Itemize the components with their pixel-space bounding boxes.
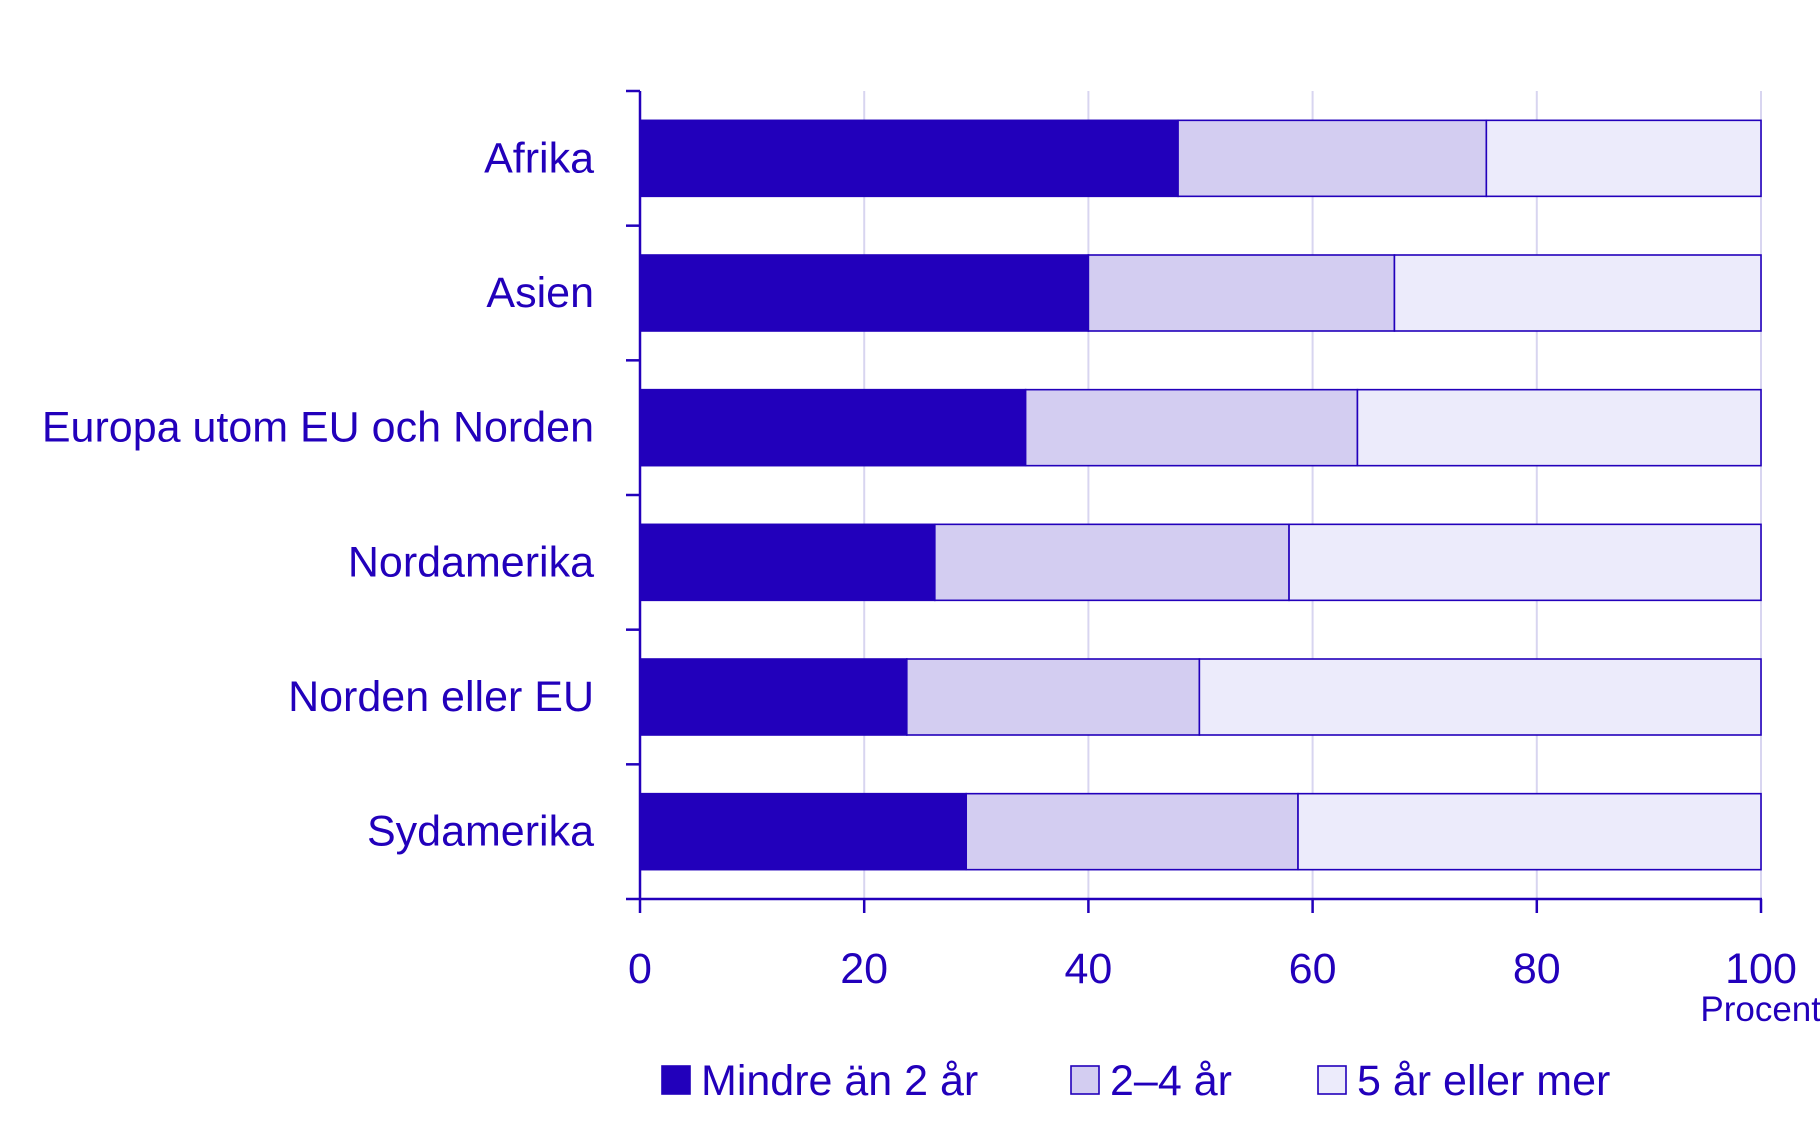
legend-swatch-0 bbox=[661, 1065, 691, 1095]
bars bbox=[639, 119, 1762, 871]
bar-segment-3-1 bbox=[934, 523, 1290, 602]
category-label: Norden eller EU bbox=[288, 673, 594, 721]
bar-segment-0-2 bbox=[1485, 119, 1762, 198]
category-label: Europa utom EU och Norden bbox=[42, 404, 594, 452]
bar-segment-4-1 bbox=[905, 658, 1201, 736]
legend-swatch-1 bbox=[1070, 1065, 1100, 1095]
x-axis-title: Procent bbox=[1700, 990, 1820, 1029]
legend-label-2: 5 år eller mer bbox=[1357, 1057, 1610, 1105]
bar-segment-1-1 bbox=[1087, 254, 1396, 332]
x-tick-label: 60 bbox=[1289, 945, 1337, 993]
grid-lines bbox=[863, 91, 1762, 899]
bar-segment-0-0 bbox=[639, 119, 1179, 198]
bar-segment-5-1 bbox=[965, 792, 1299, 871]
x-tick-label: 100 bbox=[1725, 945, 1797, 993]
bar-segment-5-2 bbox=[1297, 792, 1762, 871]
bar-segment-3-2 bbox=[1288, 523, 1762, 602]
legend-label-0: Mindre än 2 år bbox=[701, 1057, 978, 1105]
axes bbox=[626, 89, 1763, 913]
legend: Mindre än 2 år 2–4 år 5 år eller mer bbox=[661, 1057, 1610, 1105]
legend-swatch-2 bbox=[1317, 1065, 1347, 1095]
bar-segment-3-0 bbox=[639, 523, 936, 602]
bar-segment-0-1 bbox=[1177, 119, 1488, 198]
category-label: Nordamerika bbox=[348, 538, 594, 586]
labels: Afrika Asien Europa utom EU och Norden Nord… bbox=[42, 134, 1820, 1029]
bar-segment-2-2 bbox=[1356, 388, 1762, 467]
x-tick-label: 0 bbox=[628, 945, 652, 993]
bar-segment-1-2 bbox=[1393, 254, 1762, 332]
bar-segment-2-1 bbox=[1024, 388, 1359, 467]
bar-segment-2-0 bbox=[639, 388, 1027, 467]
bar-segment-4-2 bbox=[1198, 658, 1762, 736]
x-tick-label: 20 bbox=[840, 945, 888, 993]
bar-segment-1-0 bbox=[639, 254, 1090, 332]
bar-segment-5-0 bbox=[639, 792, 968, 871]
x-tick-label: 40 bbox=[1064, 945, 1112, 993]
bar-segment-4-0 bbox=[639, 658, 908, 736]
category-label: Sydamerika bbox=[367, 808, 594, 856]
x-tick-label: 80 bbox=[1513, 945, 1561, 993]
legend-label-1: 2–4 år bbox=[1110, 1057, 1232, 1105]
category-label: Afrika bbox=[484, 134, 594, 182]
category-label: Asien bbox=[486, 269, 594, 317]
